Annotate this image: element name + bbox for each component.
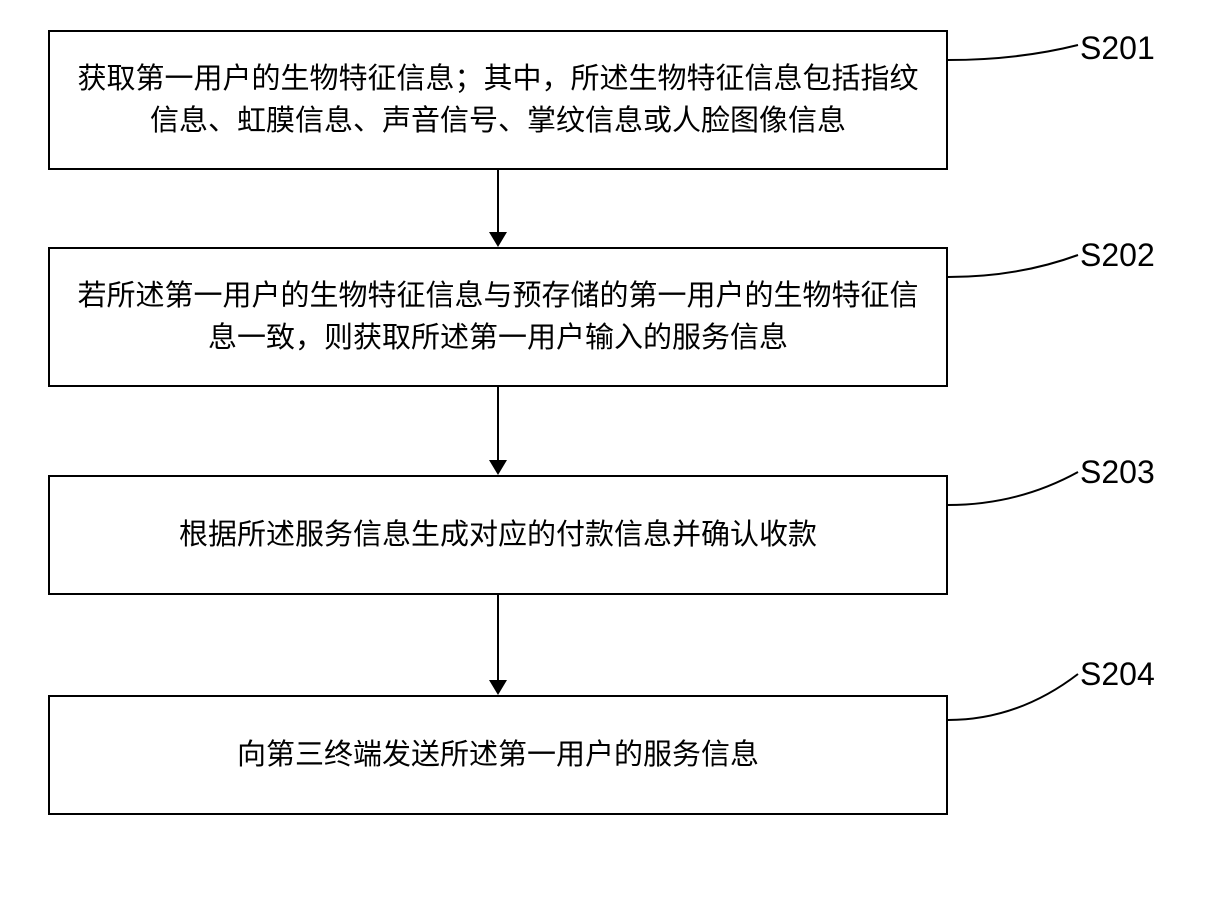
flowchart-step-3-label: S203	[1080, 454, 1155, 491]
flowchart-step-2-label: S202	[1080, 237, 1155, 274]
arrow-2-to-3	[497, 387, 499, 475]
arrow-3-to-4	[497, 595, 499, 695]
connector-1	[948, 30, 1088, 80]
connector-2	[948, 243, 1088, 293]
flowchart-container: 获取第一用户的生物特征信息；其中，所述生物特征信息包括指纹信息、虹膜信息、声音信…	[0, 0, 1222, 902]
connector-3	[948, 458, 1088, 518]
flowchart-step-2: 若所述第一用户的生物特征信息与预存储的第一用户的生物特征信息一致，则获取所述第一…	[48, 247, 948, 387]
flowchart-step-1-text: 获取第一用户的生物特征信息；其中，所述生物特征信息包括指纹信息、虹膜信息、声音信…	[70, 58, 926, 142]
connector-4	[948, 660, 1088, 735]
flowchart-step-3: 根据所述服务信息生成对应的付款信息并确认收款	[48, 475, 948, 595]
flowchart-step-4-label: S204	[1080, 656, 1155, 693]
flowchart-step-1-label: S201	[1080, 30, 1155, 67]
flowchart-step-2-text: 若所述第一用户的生物特征信息与预存储的第一用户的生物特征信息一致，则获取所述第一…	[70, 275, 926, 359]
flowchart-step-1: 获取第一用户的生物特征信息；其中，所述生物特征信息包括指纹信息、虹膜信息、声音信…	[48, 30, 948, 170]
flowchart-step-4-text: 向第三终端发送所述第一用户的服务信息	[237, 734, 759, 776]
flowchart-step-3-text: 根据所述服务信息生成对应的付款信息并确认收款	[179, 514, 817, 556]
flowchart-step-4: 向第三终端发送所述第一用户的服务信息	[48, 695, 948, 815]
arrow-1-to-2	[497, 170, 499, 247]
